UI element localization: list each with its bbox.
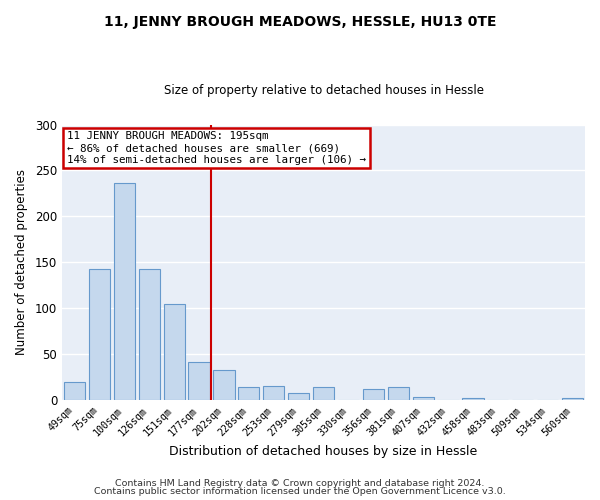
Bar [139, 269, 160, 400]
Bar [562, 398, 583, 400]
Bar [188, 362, 209, 400]
Bar [263, 386, 284, 400]
Text: Contains public sector information licensed under the Open Government Licence v3: Contains public sector information licen… [94, 487, 506, 496]
Text: 11, JENNY BROUGH MEADOWS, HESSLE, HU13 0TE: 11, JENNY BROUGH MEADOWS, HESSLE, HU13 0… [104, 15, 496, 29]
Bar [164, 304, 185, 400]
Y-axis label: Number of detached properties: Number of detached properties [15, 170, 28, 356]
Bar [288, 393, 309, 400]
Text: Contains HM Land Registry data © Crown copyright and database right 2024.: Contains HM Land Registry data © Crown c… [115, 478, 485, 488]
Bar [238, 388, 259, 400]
Title: Size of property relative to detached houses in Hessle: Size of property relative to detached ho… [164, 84, 484, 97]
Bar [313, 388, 334, 400]
Bar [463, 398, 484, 400]
Bar [64, 382, 85, 400]
Text: 11 JENNY BROUGH MEADOWS: 195sqm
← 86% of detached houses are smaller (669)
14% o: 11 JENNY BROUGH MEADOWS: 195sqm ← 86% of… [67, 132, 366, 164]
Bar [214, 370, 235, 400]
Bar [363, 389, 384, 400]
Bar [413, 398, 434, 400]
Bar [114, 184, 135, 400]
X-axis label: Distribution of detached houses by size in Hessle: Distribution of detached houses by size … [169, 444, 478, 458]
Bar [388, 388, 409, 400]
Bar [89, 269, 110, 400]
